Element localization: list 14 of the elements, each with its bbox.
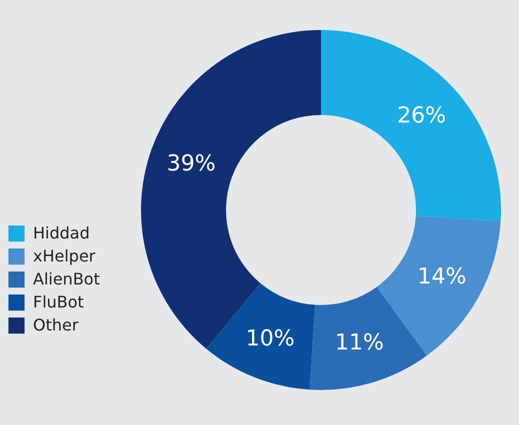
data-label: 39% [166,151,216,176]
legend-label: AlienBot [33,270,100,288]
donut-slice [141,30,321,349]
data-label: 11% [335,330,384,356]
donut-slice [321,30,501,222]
data-label: 10% [246,326,295,352]
data-label: 26% [397,104,446,129]
legend-label: xHelper [33,246,96,266]
donut-slice [206,283,316,390]
donut-slice [310,286,427,390]
data-label: 14% [417,264,466,290]
legend-label: FluBot [33,292,84,312]
legend-label: Hiddad [33,224,90,242]
legend-label: Other [33,316,79,334]
